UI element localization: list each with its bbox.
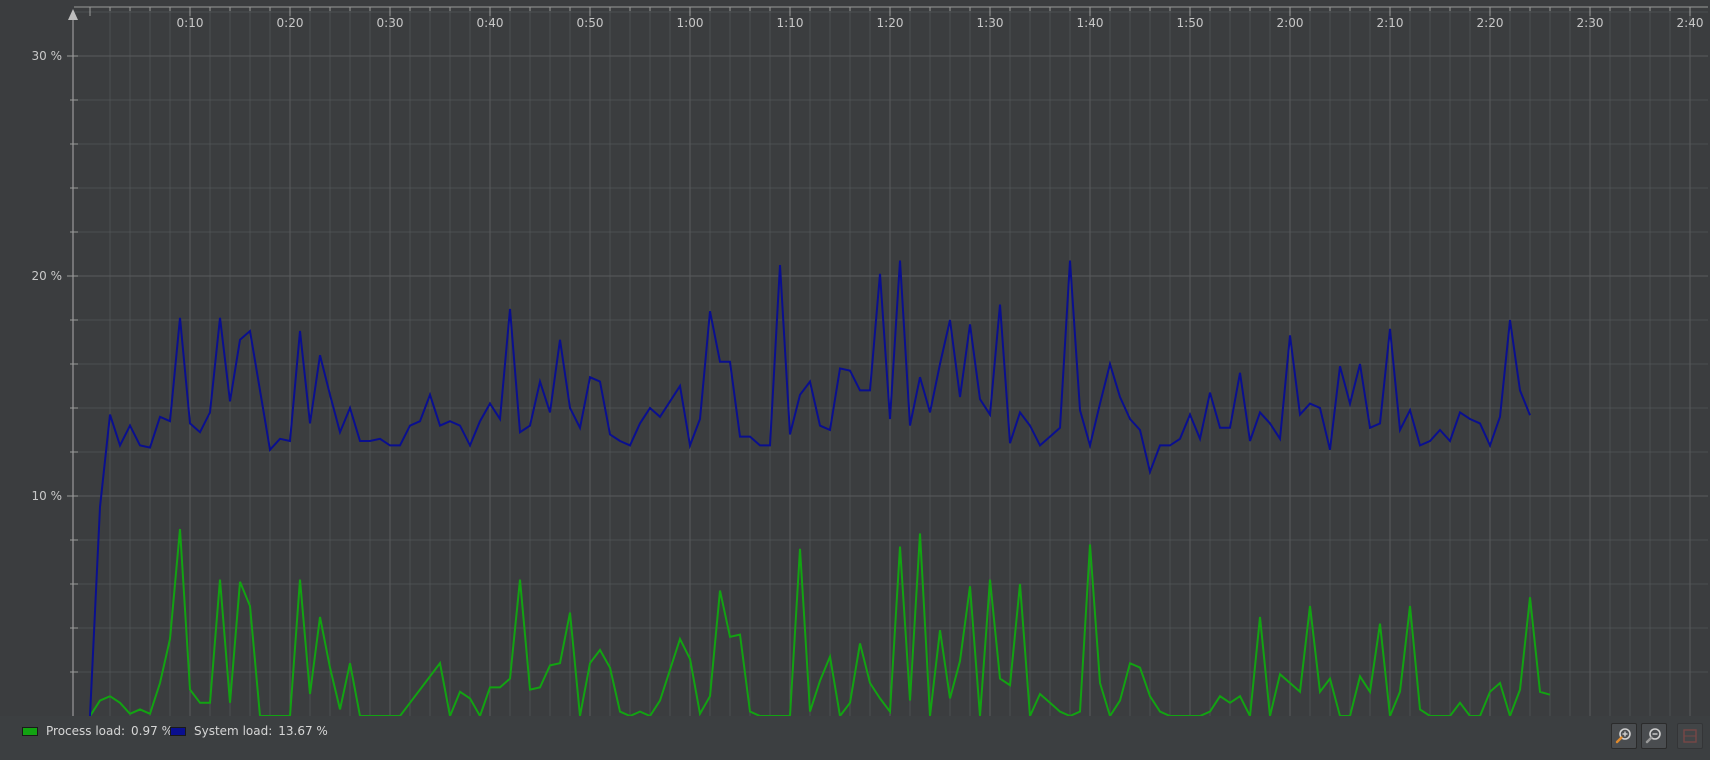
y-tick-label: 20 %: [32, 269, 63, 283]
process-load-swatch: [22, 726, 38, 736]
system-load-label: System load:: [194, 724, 273, 738]
process-load-value: 0.97 %: [131, 724, 173, 738]
legend-item-process-load: Process load: 0.97 %: [22, 724, 173, 738]
x-tick-label: 2:40: [1677, 16, 1704, 30]
x-tick-label: 2:00: [1277, 16, 1304, 30]
zoom-in-button[interactable]: [1611, 723, 1637, 749]
y-axis-arrow-icon: [68, 9, 78, 20]
zoom-in-icon: [1615, 728, 1631, 744]
x-tick-label: 2:10: [1377, 16, 1404, 30]
x-tick-label: 1:10: [777, 16, 804, 30]
x-tick-label: 2:30: [1577, 16, 1604, 30]
process-load-label: Process load:: [46, 724, 126, 738]
reset-zoom-icon: [1683, 729, 1697, 743]
system-load-swatch: [170, 726, 186, 736]
x-tick-label: 1:00: [677, 16, 704, 30]
zoom-out-button[interactable]: [1641, 723, 1667, 749]
x-tick-label: 1:50: [1177, 16, 1204, 30]
x-tick-label: 2:20: [1477, 16, 1504, 30]
reset-zoom-button[interactable]: [1677, 723, 1703, 749]
x-tick-label: 1:40: [1077, 16, 1104, 30]
y-tick-label: 10 %: [32, 489, 63, 503]
x-tick-label: 0:30: [377, 16, 404, 30]
legend-bar: Process load: 0.97 % System load: 13.67 …: [0, 716, 1710, 760]
zoom-out-icon: [1645, 728, 1661, 744]
system-load-line: [89, 260, 1531, 716]
cpu-load-chart: 0:10 0:20 0:30 0:40 0:50 1:00 1:10 1:20 1:30 1:40…: [32, 6, 1708, 716]
x-tick-label: 0:50: [577, 16, 604, 30]
x-tick-label: 0:20: [277, 16, 304, 30]
y-tick-label: 30 %: [32, 49, 63, 63]
system-load-value: 13.67 %: [278, 724, 328, 738]
process-load-line: [89, 528, 1551, 716]
legend-item-system-load: System load: 13.67 %: [170, 724, 328, 738]
x-tick-label: 1:20: [877, 16, 904, 30]
x-tick-label: 0:40: [477, 16, 504, 30]
series-lines: [89, 260, 1551, 716]
grid-lines: [74, 8, 1708, 716]
x-tick-label: 1:30: [977, 16, 1004, 30]
x-tick-label: 0:10: [177, 16, 204, 30]
axes: 0:10 0:20 0:30 0:40 0:50 1:00 1:10 1:20 1:30 1:40…: [32, 6, 1708, 716]
